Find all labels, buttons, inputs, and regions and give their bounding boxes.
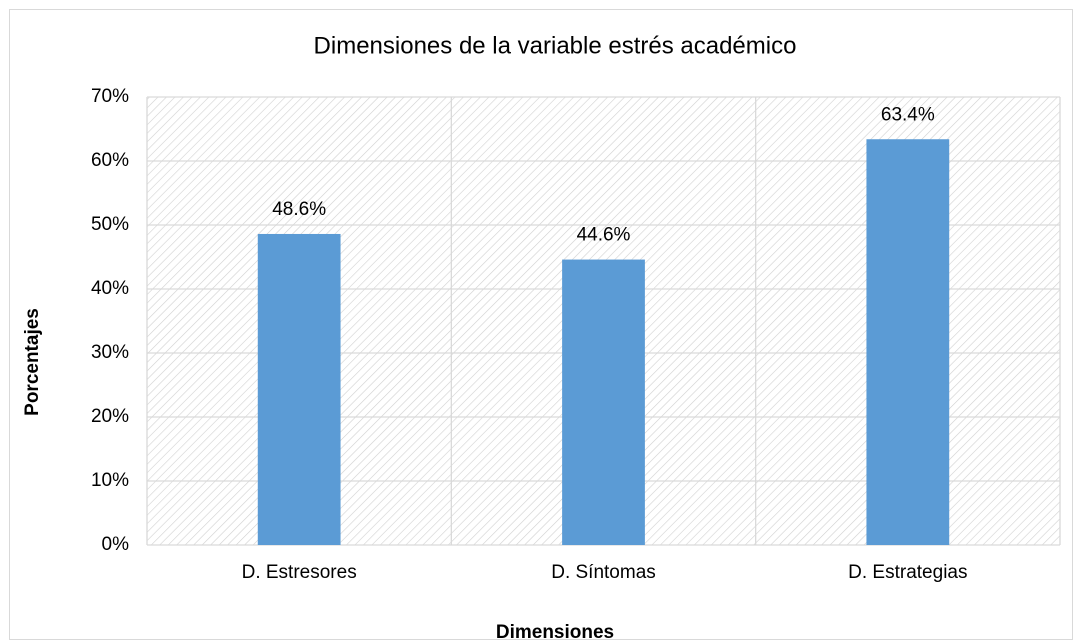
value-label: 48.6% bbox=[272, 199, 326, 220]
y-axis-label: Porcentajes bbox=[22, 308, 43, 416]
y-tick-label: 20% bbox=[91, 406, 129, 427]
y-tick-label: 50% bbox=[91, 214, 129, 235]
bar bbox=[562, 259, 645, 545]
y-tick-label: 0% bbox=[102, 534, 130, 555]
x-axis-label: Dimensiones bbox=[496, 622, 614, 643]
y-tick-label: 60% bbox=[91, 150, 129, 171]
chart-title: Dimensiones de la variable estrés académ… bbox=[314, 32, 797, 59]
x-tick-label: D. Síntomas bbox=[551, 562, 656, 583]
value-label: 44.6% bbox=[577, 225, 631, 246]
x-tick-label: D. Estresores bbox=[242, 562, 357, 583]
value-label: 63.4% bbox=[881, 104, 935, 125]
bar bbox=[866, 139, 950, 546]
y-tick-label: 40% bbox=[91, 278, 129, 299]
y-tick-label: 10% bbox=[91, 470, 129, 491]
y-tick-label: 70% bbox=[91, 86, 129, 107]
bar bbox=[257, 233, 341, 545]
y-tick-label: 30% bbox=[91, 342, 129, 363]
x-tick-label: D. Estrategias bbox=[848, 562, 967, 583]
